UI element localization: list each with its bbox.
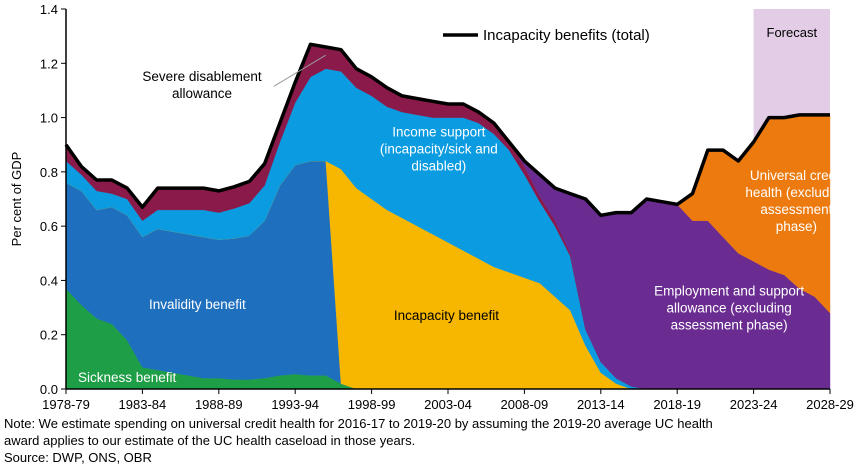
y-tick-label: 0.4 [40,273,58,288]
x-tick-label: 1998-99 [348,397,396,412]
total-line [64,42,830,218]
forecast-label: Forecast [767,25,818,40]
legend-label: Incapacity benefits (total) [483,27,650,44]
note-line-2: award applies to our estimate of the UC … [4,433,416,448]
area-label-0-line-0: Severe disablement [142,69,262,84]
area-label-4-line-0: Sickness benefit [78,370,177,385]
x-tick-label: 2018-19 [653,397,701,412]
x-tick-label: 2013-14 [577,397,625,412]
area-label-6-line-3: phase) [776,219,817,234]
y-tick-label: 0.6 [40,219,58,234]
y-tick-label: 1.2 [40,56,58,71]
area-label-5-line-0: Employment and support [654,283,804,298]
area-label-1-line-2: disabled) [411,159,466,174]
area-labels: Severe disablement allowance Income suppor… [78,69,847,385]
x-tick-label: 2003-04 [424,397,472,412]
area-label-2-line-0: Invalidity benefit [149,297,246,312]
area-label-0-line-1: allowance [172,86,232,101]
area-label-1-line-1: (incapacity/sick and [380,142,498,157]
area-label-6-line-2: assessment [760,202,832,217]
note-line-1: Note: We estimate spending on universal … [4,416,713,431]
area-label-6-line-0: Universal credit [750,168,843,183]
y-tick-label: 1.4 [40,2,58,17]
x-tick-label: 1988-89 [195,397,243,412]
y-axis-label: Per cent of GDP [9,152,24,247]
x-tick-label: 1983-84 [119,397,167,412]
legend: Incapacity benefits (total) [443,27,650,44]
area-label-5-line-1: allowance (excluding [666,300,791,315]
x-tick-label: 2023-24 [730,397,778,412]
x-tick-label: 1978-79 [42,397,90,412]
y-tick-label: 0.0 [40,382,58,397]
source-line: Source: DWP, ONS, OBR [4,450,152,465]
incapacity-benefits-chart: Forecast 0.0 0.2 0.4 0.6 0.8 1.0 1.2 1.4 1978-79… [9,2,854,412]
y-tick-label: 0.2 [40,328,58,343]
area-label-5-line-2: assessment phase) [671,317,788,332]
y-tick-label: 0.8 [40,165,58,180]
x-tick-label: 2028-29 [806,397,854,412]
annotation-leader-line [273,54,327,87]
area-label-6-line-1: health (excluding [745,185,847,200]
x-tick-label: 2008-09 [501,397,549,412]
area-label-3-line-0: Incapacity benefit [394,308,499,323]
x-tick-label: 1993-94 [271,397,319,412]
axes: 0.0 0.2 0.4 0.6 0.8 1.0 1.2 1.4 1978-79 1983-84 19… [40,2,854,412]
y-tick-label: 1.0 [40,111,58,126]
area-label-1-line-0: Income support [392,125,485,140]
